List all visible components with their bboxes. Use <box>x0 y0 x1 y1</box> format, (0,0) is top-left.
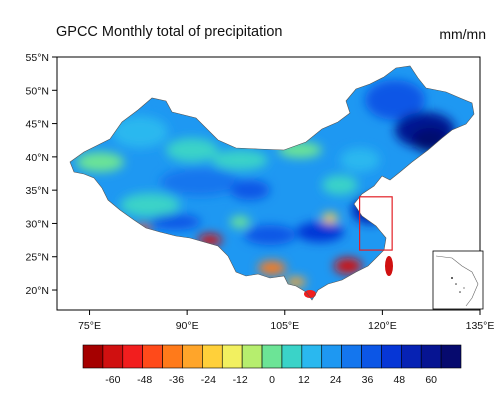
colorbar-label-7: 24 <box>330 374 342 386</box>
lon-tick-label-2: 105°E <box>270 320 299 332</box>
axis-ticks: 75°E 90°E 105°E 120°E 135°E 20°N 25°N 30°N 35°N 4… <box>26 52 495 332</box>
colorbar-label-6: 12 <box>298 374 310 386</box>
map-title: GPCC Monthly total of precipitation <box>56 24 283 40</box>
colorbar-swatch-2 <box>122 344 143 369</box>
lon-tick-label-4: 135°E <box>466 320 495 332</box>
inset-map <box>432 250 484 310</box>
lon-tick-label-3: 120°E <box>368 320 397 332</box>
lon-tick-label-0: 75°E <box>78 320 101 332</box>
lat-tick-label-3: 35°N <box>26 185 49 197</box>
colorbar-swatch-13 <box>341 344 362 369</box>
lat-tick-label-4: 40°N <box>26 152 49 164</box>
lat-tick-label-6: 50°N <box>26 85 49 97</box>
colorbar-swatch-1 <box>102 344 124 369</box>
colorbar-swatch-10 <box>281 344 303 369</box>
colorbar-swatch-14 <box>361 344 382 369</box>
colorbar-label-9: 48 <box>393 374 405 386</box>
colorbar-swatch-15 <box>381 344 402 369</box>
colorbar-label-10: 60 <box>425 374 437 386</box>
colorbar-label-5: 0 <box>269 374 275 386</box>
colorbar-swatch-17 <box>420 344 442 369</box>
colorbar-swatch-6 <box>202 344 223 369</box>
colorbar-swatch-12 <box>321 344 342 369</box>
colorbar-swatch-9 <box>261 344 283 369</box>
colorbar-label-4: -12 <box>233 374 248 386</box>
lat-tick-label-1: 25°N <box>26 252 49 264</box>
colorbar-swatch-4 <box>162 344 183 369</box>
colorbar-swatch-3 <box>142 344 163 369</box>
lon-tick-label-1: 90°E <box>176 320 199 332</box>
colorbar-swatch-0 <box>82 344 104 369</box>
colorbar-swatch-5 <box>182 344 203 369</box>
highlight-box <box>359 196 393 251</box>
lat-tick-label-2: 30°N <box>26 218 49 230</box>
colorbar-swatch-16 <box>401 344 422 369</box>
hainan-island <box>304 290 316 298</box>
colorbar-label-2: -36 <box>169 374 184 386</box>
colorbar-label-1: -48 <box>137 374 152 386</box>
colorbar: -60 -48 -36 -24 -12 0 12 24 36 48 60 <box>82 344 462 386</box>
lat-tick-label-0: 20°N <box>26 285 49 297</box>
taiwan-island <box>385 256 393 276</box>
colorbar-label-3: -24 <box>201 374 216 386</box>
colorbar-swatch-7 <box>221 344 243 369</box>
colorbar-label-0: -60 <box>105 374 120 386</box>
lat-tick-label-7: 55°N <box>26 52 49 64</box>
lat-tick-label-5: 45°N <box>26 119 49 131</box>
colorbar-swatch-11 <box>301 344 323 369</box>
colorbar-swatch-18 <box>440 344 462 369</box>
units-label: mm/mn <box>439 26 486 42</box>
colorbar-swatch-8 <box>241 344 263 369</box>
colorbar-label-8: 36 <box>362 374 374 386</box>
